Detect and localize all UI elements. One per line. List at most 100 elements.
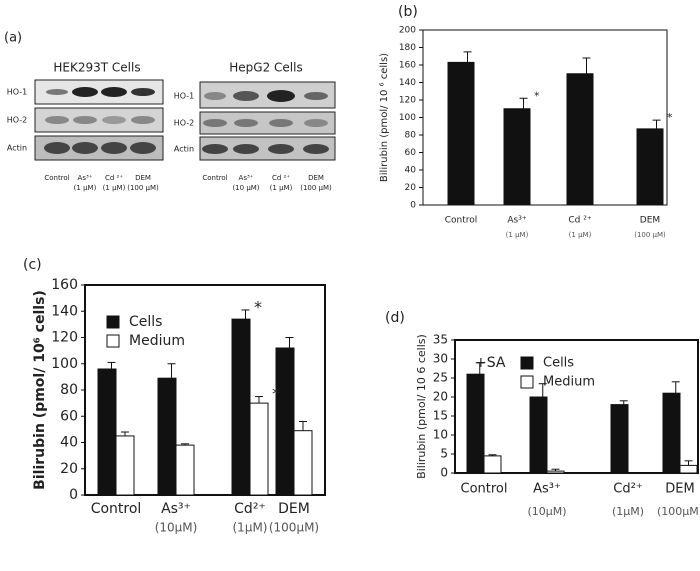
bar bbox=[566, 73, 594, 206]
bar bbox=[503, 108, 531, 206]
lane-label: Control bbox=[44, 174, 69, 182]
x-tick-label: As³⁺ bbox=[533, 482, 561, 497]
row-label: HO-2 bbox=[174, 119, 195, 128]
row-label: Actin bbox=[7, 144, 27, 153]
x-tick-note: (100 μM) bbox=[634, 231, 666, 239]
x-tick-note: (10μM) bbox=[527, 505, 566, 518]
x-tick-label: DEM bbox=[640, 216, 660, 226]
lane-note: (100 μM) bbox=[300, 184, 332, 192]
lane-note: (10 μM) bbox=[232, 184, 259, 192]
bar bbox=[293, 430, 313, 496]
y-tick-label: 120 bbox=[399, 96, 416, 106]
x-tick-label: As³⁺ bbox=[507, 216, 526, 226]
x-tick-note: (1 μM) bbox=[569, 231, 592, 239]
bar bbox=[546, 470, 565, 474]
y-tick-label: 180 bbox=[399, 43, 416, 53]
bar bbox=[97, 368, 117, 496]
legend-swatch bbox=[520, 375, 534, 389]
x-tick-label: DEM bbox=[665, 482, 694, 497]
y-tick-label: 100 bbox=[51, 356, 78, 372]
lane-label: Cd ²⁺ bbox=[105, 174, 123, 182]
bar bbox=[529, 396, 548, 474]
lane-note: (100 μM) bbox=[127, 184, 159, 192]
legend-swatch bbox=[520, 356, 534, 370]
lane-label: DEM bbox=[308, 174, 324, 182]
x-tick-note: (1 μM) bbox=[506, 231, 529, 239]
x-tick-note: (10μM) bbox=[155, 521, 198, 535]
lane-note: (1 μM) bbox=[74, 184, 97, 192]
lane-note: (1 μM) bbox=[103, 184, 126, 192]
y-tick-label: 35 bbox=[433, 333, 448, 347]
y-tick-label: 5 bbox=[440, 447, 448, 461]
y-tick-label: 20 bbox=[405, 183, 417, 193]
panel-label: (b) bbox=[398, 4, 418, 20]
panel-label: (a) bbox=[4, 31, 22, 46]
significance: * bbox=[534, 89, 540, 102]
x-tick-label: Control bbox=[445, 216, 478, 226]
y-tick-label: 20 bbox=[433, 390, 448, 404]
blot-panel: (a) HEK293T Cells HepG2 Cells HO-1 HO-2 … bbox=[4, 31, 336, 161]
bar bbox=[662, 392, 681, 474]
y-tick-label: 0 bbox=[440, 466, 448, 480]
lane-label: Control bbox=[202, 174, 227, 182]
bar bbox=[231, 318, 251, 496]
x-tick-note: (1μM) bbox=[233, 521, 268, 535]
bar bbox=[275, 347, 295, 496]
y-tick-label: 0 bbox=[69, 487, 78, 503]
lane-label: As³⁺ bbox=[239, 174, 254, 182]
row-label: HO-2 bbox=[7, 116, 28, 125]
lane-label: Cd ²⁺ bbox=[272, 174, 290, 182]
bar bbox=[483, 455, 502, 474]
x-tick-label: As³⁺ bbox=[161, 501, 191, 517]
y-tick-label: 160 bbox=[51, 277, 78, 293]
y-tick-label: 80 bbox=[60, 382, 78, 398]
y-tick-label: 15 bbox=[433, 409, 448, 423]
bar bbox=[115, 435, 135, 496]
row-label: HO-1 bbox=[7, 88, 28, 97]
x-tick-label: Cd²⁺ bbox=[234, 501, 266, 517]
bar bbox=[157, 377, 177, 496]
x-tick-label: Cd ²⁺ bbox=[568, 216, 591, 226]
legend-label: Cells bbox=[543, 356, 574, 371]
y-tick-label: 0 bbox=[410, 201, 416, 211]
x-tick-note: (1μM) bbox=[612, 505, 644, 518]
legend-label: Medium bbox=[129, 333, 185, 349]
legend-label: Cells bbox=[129, 314, 162, 330]
y-tick-label: 160 bbox=[399, 61, 416, 71]
panel-label: (c) bbox=[23, 257, 42, 273]
y-tick-label: 20 bbox=[60, 461, 78, 477]
y-axis-label: Bilirubin (pmol/ 10 6 cells) bbox=[415, 334, 428, 479]
y-tick-label: 120 bbox=[51, 330, 78, 346]
y-tick-label: 40 bbox=[60, 435, 78, 451]
bar bbox=[249, 402, 269, 496]
y-tick-label: 80 bbox=[405, 131, 417, 141]
significance: * bbox=[272, 384, 280, 403]
y-axis-label: Bilirubin (pmol/ 10⁶ cells) bbox=[32, 290, 48, 490]
row-label: HO-1 bbox=[174, 92, 195, 101]
y-tick-label: 60 bbox=[60, 408, 78, 424]
x-tick-note: (100μM) bbox=[269, 521, 319, 535]
y-tick-label: 40 bbox=[405, 166, 417, 176]
y-tick-label: 100 bbox=[399, 113, 416, 123]
x-tick-label: DEM bbox=[278, 501, 310, 517]
bar bbox=[610, 404, 629, 474]
lane-label: As³⁺ bbox=[78, 174, 93, 182]
y-tick-label: 140 bbox=[51, 303, 78, 319]
significance: * bbox=[667, 111, 673, 124]
lane-label: DEM bbox=[135, 174, 151, 182]
annotation: +SA bbox=[475, 355, 506, 371]
legend-swatch bbox=[106, 315, 120, 329]
blot-title: HEK293T Cells bbox=[53, 61, 140, 75]
x-tick-note: (100μM) bbox=[657, 505, 700, 518]
blot-bands bbox=[44, 87, 329, 154]
y-tick-label: 10 bbox=[433, 428, 448, 442]
plot-frame bbox=[454, 339, 699, 474]
x-tick-label: Control bbox=[461, 482, 508, 497]
legend-label: Medium bbox=[543, 375, 595, 390]
panel-label: (d) bbox=[385, 310, 405, 326]
y-tick-label: 25 bbox=[433, 371, 448, 385]
x-tick-label: Cd²⁺ bbox=[613, 482, 642, 497]
x-tick-label: Control bbox=[91, 501, 142, 517]
bar bbox=[679, 464, 698, 474]
